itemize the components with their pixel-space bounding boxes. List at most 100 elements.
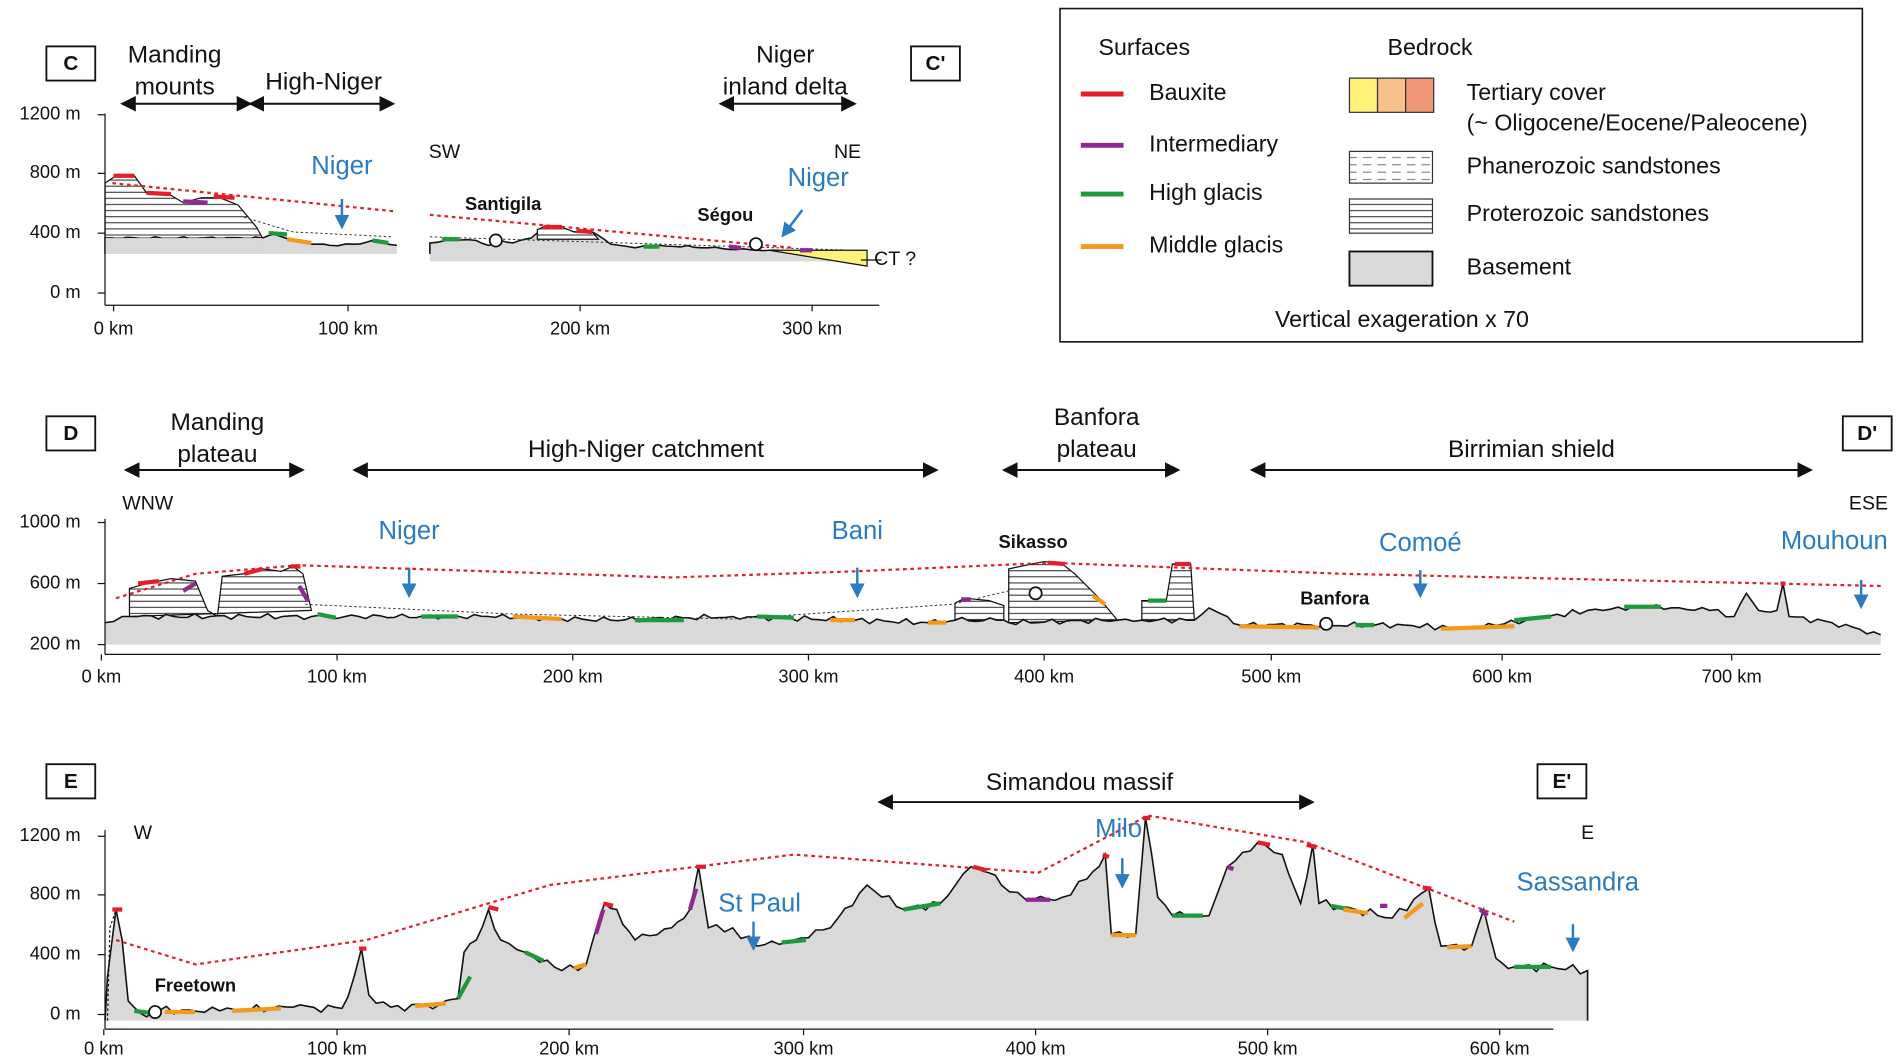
section-label: C [63, 52, 78, 75]
river-label: Niger [378, 517, 440, 545]
section-box [45, 763, 97, 800]
x-tick-label: 200 km [543, 665, 603, 686]
section-label: C' [925, 52, 945, 75]
direction-label: E [1581, 822, 1594, 844]
legend-label: Basement [1467, 254, 1572, 280]
y-tick-label: 1200 m [20, 103, 81, 124]
section-box [45, 45, 97, 82]
region-label: High-Niger catchment [528, 436, 764, 463]
surface-segment [728, 244, 742, 250]
town-marker [148, 1005, 163, 1020]
town-marker [1319, 616, 1334, 631]
legend-swatch [1348, 150, 1434, 184]
surface-segment [1514, 614, 1552, 623]
region-label: Birrimian shield [1448, 436, 1615, 463]
region-label: Simandou massif [986, 769, 1173, 796]
x-tick-label: 200 km [550, 317, 610, 338]
basement [105, 238, 263, 254]
x-tick-label: 700 km [1702, 665, 1762, 686]
y-tick-label: 1000 m [20, 510, 81, 531]
surface-segment [602, 901, 614, 908]
surface-segment [972, 864, 988, 873]
legend-label: Tertiary cover [1467, 79, 1606, 105]
x-tick-label: 500 km [1241, 665, 1301, 686]
surface-segment [757, 614, 794, 620]
direction-label: WNW [122, 492, 174, 514]
legend-swatch [1405, 77, 1435, 113]
river-label: Milo [1095, 815, 1142, 843]
legend-swatch [1348, 198, 1434, 234]
surface-segment [903, 901, 941, 912]
surface-segment [1447, 943, 1472, 950]
surface-segment [593, 908, 606, 935]
surface-segment [487, 904, 499, 912]
region-label: mounts [135, 73, 215, 100]
legend-heading: Bedrock [1388, 34, 1473, 60]
surface-segment [183, 199, 208, 205]
y-tick-label: 600 m [30, 571, 81, 592]
region-label: Banfora [1054, 404, 1140, 431]
legend-label: Intermediary [1149, 130, 1278, 156]
river-label: Niger [311, 152, 373, 180]
river-label: Mouhoun [1781, 527, 1888, 555]
surface-segment [1343, 907, 1369, 916]
surface-segment [286, 237, 312, 246]
surface-segment [1257, 840, 1271, 847]
river-arrow [781, 209, 804, 238]
x-tick-label: 0 km [94, 317, 134, 338]
region-label: plateau [177, 441, 257, 468]
surface-segment [576, 228, 593, 235]
y-tick-label: 400 m [30, 943, 81, 964]
envelope-line [429, 213, 794, 249]
surface-segment [687, 888, 699, 911]
section-box [1841, 415, 1893, 452]
region-label: Manding [171, 409, 265, 436]
surface-segment [524, 950, 545, 963]
region-label: Niger [756, 42, 814, 69]
x-tick-label: 0 km [84, 1038, 124, 1056]
surface-segment [415, 1001, 446, 1009]
direction-label: W [134, 822, 153, 844]
legend-frame [1059, 7, 1864, 343]
legend-swatch [1348, 250, 1434, 287]
surface-segment [1047, 560, 1066, 567]
surface-segment [213, 194, 235, 200]
y-tick-label: 200 m [30, 632, 81, 653]
y-tick-label: 400 m [30, 221, 81, 242]
section-label: D [63, 422, 78, 445]
surface-segment [182, 581, 197, 593]
proterozoic-sandstone [1008, 560, 1119, 624]
envelope-line [112, 182, 394, 213]
surface-segment [1239, 624, 1319, 630]
envelope-line [115, 814, 1515, 966]
x-tick-label: 600 km [1470, 1038, 1530, 1056]
place-label: Santigila [465, 193, 542, 214]
place-label: Ségou [697, 204, 753, 225]
x-tick-label: 300 km [774, 1038, 834, 1056]
town-marker [488, 233, 503, 248]
surface-segment [1422, 885, 1432, 891]
section-label: E [64, 770, 78, 793]
proterozoic-sandstone [128, 565, 313, 618]
surface-segment [512, 614, 562, 622]
x-tick-label: 300 km [778, 665, 838, 686]
direction-label: NE [834, 141, 861, 163]
place-label: Banfora [1300, 587, 1370, 608]
legend-note: Vertical exageration x 70 [1275, 306, 1529, 332]
note-label: CT ? [874, 248, 916, 270]
river-label: Sassandra [1517, 869, 1640, 897]
surface-segment [146, 190, 172, 197]
legend-swatch [1376, 77, 1407, 113]
surface-segment [1101, 852, 1110, 859]
region-label: Manding [128, 42, 222, 69]
section-box [910, 45, 961, 82]
y-tick-label: 0 m [50, 281, 81, 302]
y-tick-label: 1200 m [20, 824, 81, 845]
river-label: Bani [832, 517, 883, 545]
region-label: plateau [1057, 436, 1137, 463]
surface-segment [372, 238, 389, 246]
river-label: Niger [788, 164, 850, 192]
x-tick-label: 0 km [82, 665, 122, 686]
river-label: Comoé [1379, 529, 1462, 557]
